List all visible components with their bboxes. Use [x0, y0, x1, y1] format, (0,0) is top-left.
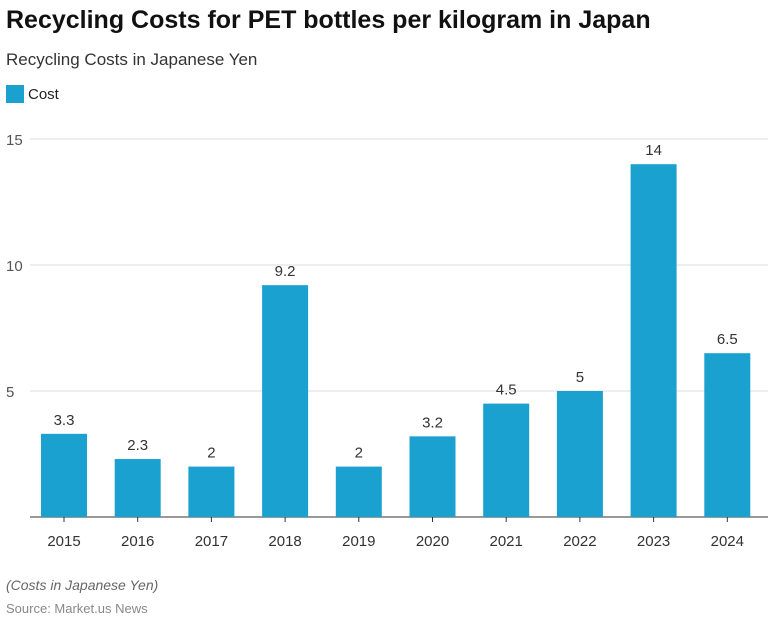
bar-2021 [483, 403, 530, 517]
data-label: 2.3 [127, 437, 148, 454]
data-label: 4.5 [496, 382, 517, 399]
bar-2015 [41, 433, 87, 517]
data-label: 3.3 [54, 412, 75, 429]
bar-2017 [188, 466, 235, 517]
chart-source: Source: Market.us News [6, 601, 148, 616]
y-tick-label: 10 [6, 258, 23, 275]
bar-2023 [630, 164, 677, 517]
y-tick-label: 15 [6, 132, 23, 149]
x-tick-label: 2020 [416, 533, 449, 550]
bar-2022 [556, 391, 603, 517]
chart-subtitle: Recycling Costs in Japanese Yen [6, 50, 258, 69]
data-label: 14 [645, 142, 662, 159]
data-label: 9.2 [275, 263, 296, 280]
legend-label: Cost [28, 85, 59, 103]
x-tick-label: 2016 [121, 533, 154, 550]
data-label: 2 [207, 445, 215, 462]
bar-2024 [704, 353, 751, 517]
x-tick-label: 2019 [342, 533, 375, 550]
chart-title: Recycling Costs for PET bottles per kilo… [6, 6, 651, 34]
data-label: 5 [576, 369, 584, 386]
x-tick-label: 2022 [563, 533, 596, 550]
y-tick-label: 5 [6, 384, 14, 401]
bar-2018 [262, 285, 309, 517]
x-tick-label: 2017 [195, 533, 228, 550]
x-tick-label: 2021 [490, 533, 523, 550]
x-tick-label: 2015 [47, 533, 80, 550]
x-tick-label: 2023 [637, 533, 670, 550]
legend-swatch [6, 85, 24, 103]
bar-2019 [335, 466, 382, 517]
data-label: 2 [355, 445, 363, 462]
legend: Cost [6, 85, 59, 103]
x-tick-label: 2018 [268, 533, 301, 550]
data-label: 3.2 [422, 414, 443, 431]
data-label: 6.5 [717, 331, 738, 348]
chart-note: (Costs in Japanese Yen) [6, 577, 159, 593]
x-tick-label: 2024 [711, 533, 744, 550]
bar-2016 [114, 459, 161, 517]
bar-2020 [409, 436, 456, 517]
